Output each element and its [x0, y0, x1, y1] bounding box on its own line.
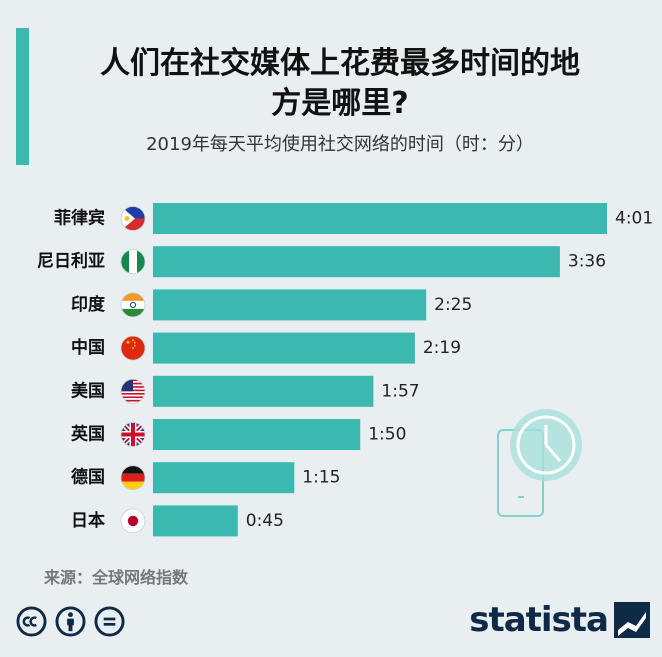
- bar-row: 美国 1:57: [71, 375, 420, 407]
- category-label: 菲律宾: [54, 208, 105, 229]
- category-label: 德国: [71, 467, 105, 488]
- flag-part: [127, 515, 139, 527]
- no-derivatives-icon: [94, 606, 125, 637]
- flag-part: [121, 249, 129, 274]
- flag-part: [121, 473, 145, 482]
- germany-flag: [121, 465, 145, 490]
- chart-title: 人们在社交媒体上花费最多时间的地 方是哪里?: [40, 44, 640, 124]
- bar-row: 菲律宾 4:01: [54, 203, 653, 234]
- bar-row: 日本 0:45: [71, 505, 284, 537]
- bar-row: 德国 1:15: [71, 462, 340, 494]
- flag-border: [120, 249, 146, 275]
- title-line-1: 人们在社交媒体上花费最多时间的地: [100, 46, 580, 81]
- category-label: 日本: [71, 510, 105, 531]
- value-label: 0:45: [246, 511, 284, 531]
- flag-border: [120, 378, 146, 404]
- value-label: 1:50: [368, 425, 406, 445]
- india-flag: [121, 292, 145, 317]
- flag-part: [121, 481, 145, 490]
- nigeria-flag: [121, 249, 145, 274]
- flag-part: [133, 344, 136, 347]
- bar: [153, 203, 607, 234]
- flag-part: [129, 301, 137, 309]
- value-label: 2:19: [423, 338, 461, 358]
- flag-part: [121, 432, 145, 437]
- flag-part: [132, 347, 134, 349]
- statista-wordmark: statista: [469, 600, 609, 640]
- title-line-2: 方是哪里?: [271, 86, 409, 121]
- category-label: 英国: [71, 424, 105, 445]
- japan-flag: [121, 508, 145, 533]
- uk-flag: [121, 422, 145, 447]
- category-label: 美国: [71, 380, 105, 401]
- flag-part: [121, 396, 145, 399]
- flag-part: [124, 216, 130, 221]
- creative-commons-icon: [16, 606, 47, 637]
- value-label: 4:01: [615, 209, 653, 229]
- bar: [153, 246, 560, 278]
- accent-bar: [16, 28, 29, 165]
- flag-part: [121, 393, 145, 395]
- value-label: 1:57: [381, 381, 419, 401]
- phone-clock-illustration: [497, 409, 582, 517]
- bar-row: 英国 1:50: [71, 419, 406, 450]
- bar: [153, 419, 361, 450]
- bar-row: 中国 2:19: [71, 332, 461, 364]
- source-note: 来源：全球网络指数: [44, 568, 189, 587]
- category-label: 中国: [71, 337, 105, 358]
- flag-part: [121, 391, 145, 394]
- flag-part: [133, 341, 136, 344]
- flag-part: [121, 394, 145, 397]
- attribution-icon: [55, 606, 86, 637]
- license-icons: [16, 606, 125, 637]
- bar: [153, 375, 374, 407]
- flag-part: [121, 399, 145, 402]
- bar-row: 尼日利亚 3:36: [37, 246, 606, 278]
- flag-part: [121, 465, 145, 474]
- bar: [153, 289, 427, 321]
- flag-border: [120, 292, 146, 318]
- flag-border: [120, 335, 146, 361]
- usa-flag: [121, 379, 145, 404]
- flag-part: [121, 300, 145, 309]
- bar: [153, 332, 415, 364]
- statista-logo-icon: [614, 602, 650, 638]
- brand-area: statista: [469, 600, 650, 640]
- bar: [153, 462, 295, 494]
- value-label: 2:25: [434, 295, 472, 315]
- category-label: 尼日利亚: [37, 251, 105, 272]
- flag-part: [121, 292, 145, 301]
- flag-part: [121, 401, 145, 404]
- value-label: 1:15: [302, 468, 340, 488]
- bar-chart: 菲律宾 4:01 尼日利亚 3:36 印度 2:25 中国 2:19 美国 1:57 英国 1:50 德…: [37, 203, 653, 537]
- flag-part: [121, 308, 145, 317]
- flag-border: [120, 206, 146, 231]
- flag-border: [120, 508, 146, 534]
- flag-part: [125, 340, 131, 344]
- china-flag: [121, 336, 145, 361]
- bar: [153, 505, 238, 537]
- flag-part: [132, 339, 134, 341]
- flag-part: [137, 249, 145, 274]
- value-label: 3:36: [568, 252, 606, 272]
- bar-row: 印度 2:25: [71, 289, 472, 321]
- flag-border: [120, 422, 146, 447]
- flag-part: [121, 398, 145, 400]
- category-label: 印度: [71, 294, 106, 315]
- chart-subtitle: 2019年每天平均使用社交网络的时间（时：分）: [146, 134, 534, 155]
- flag-border: [120, 465, 146, 491]
- philippines-flag: [121, 206, 145, 231]
- flag-part: [121, 379, 133, 392]
